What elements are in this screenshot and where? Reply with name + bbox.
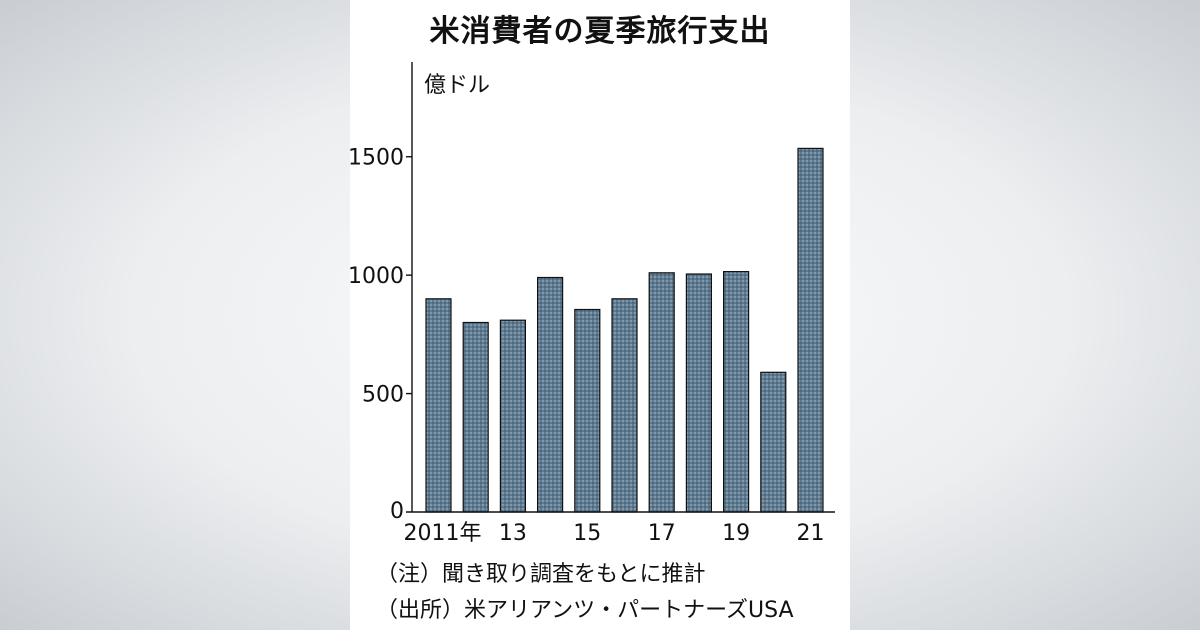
bar-2019	[723, 271, 750, 513]
y-tick-label: 1500	[350, 146, 404, 171]
bar-2012	[462, 321, 489, 513]
x-tick-label: 2011年	[404, 521, 482, 546]
y-tick-label: 1000	[350, 264, 404, 289]
x-tick-label: 19	[722, 521, 750, 546]
bar-2018	[685, 273, 712, 513]
chart-source: （出所）米アリアンツ・パートナーズUSA	[376, 598, 794, 623]
bar-2015	[574, 308, 601, 513]
y-tick-label: 0	[390, 499, 404, 524]
x-tick-label: 15	[573, 521, 601, 546]
bar-2011	[425, 298, 452, 513]
x-tick-label: 17	[648, 521, 676, 546]
bar-2013	[499, 319, 526, 513]
bar-2020	[760, 371, 787, 513]
bar-2021	[797, 147, 824, 513]
x-tick-label: 21	[797, 521, 825, 546]
bar-chart: 億ドル 0 500 1000 1500 2011年 13 15 17 19 21	[350, 62, 835, 546]
chart-card: 米消費者の夏季旅行支出 億ドル 0 500 1000 1500 2011年 13 15 17 1…	[350, 0, 850, 630]
chart-note: （注）聞き取り調査をもとに推計	[376, 562, 706, 587]
bar-2014	[537, 276, 564, 513]
bar-2017	[648, 272, 675, 513]
y-axis-unit-label: 億ドル	[424, 73, 490, 98]
y-tick-label: 500	[362, 383, 404, 408]
x-tick-label: 13	[499, 521, 527, 546]
bar-2016	[611, 298, 638, 513]
chart-title: 米消費者の夏季旅行支出	[429, 14, 771, 49]
